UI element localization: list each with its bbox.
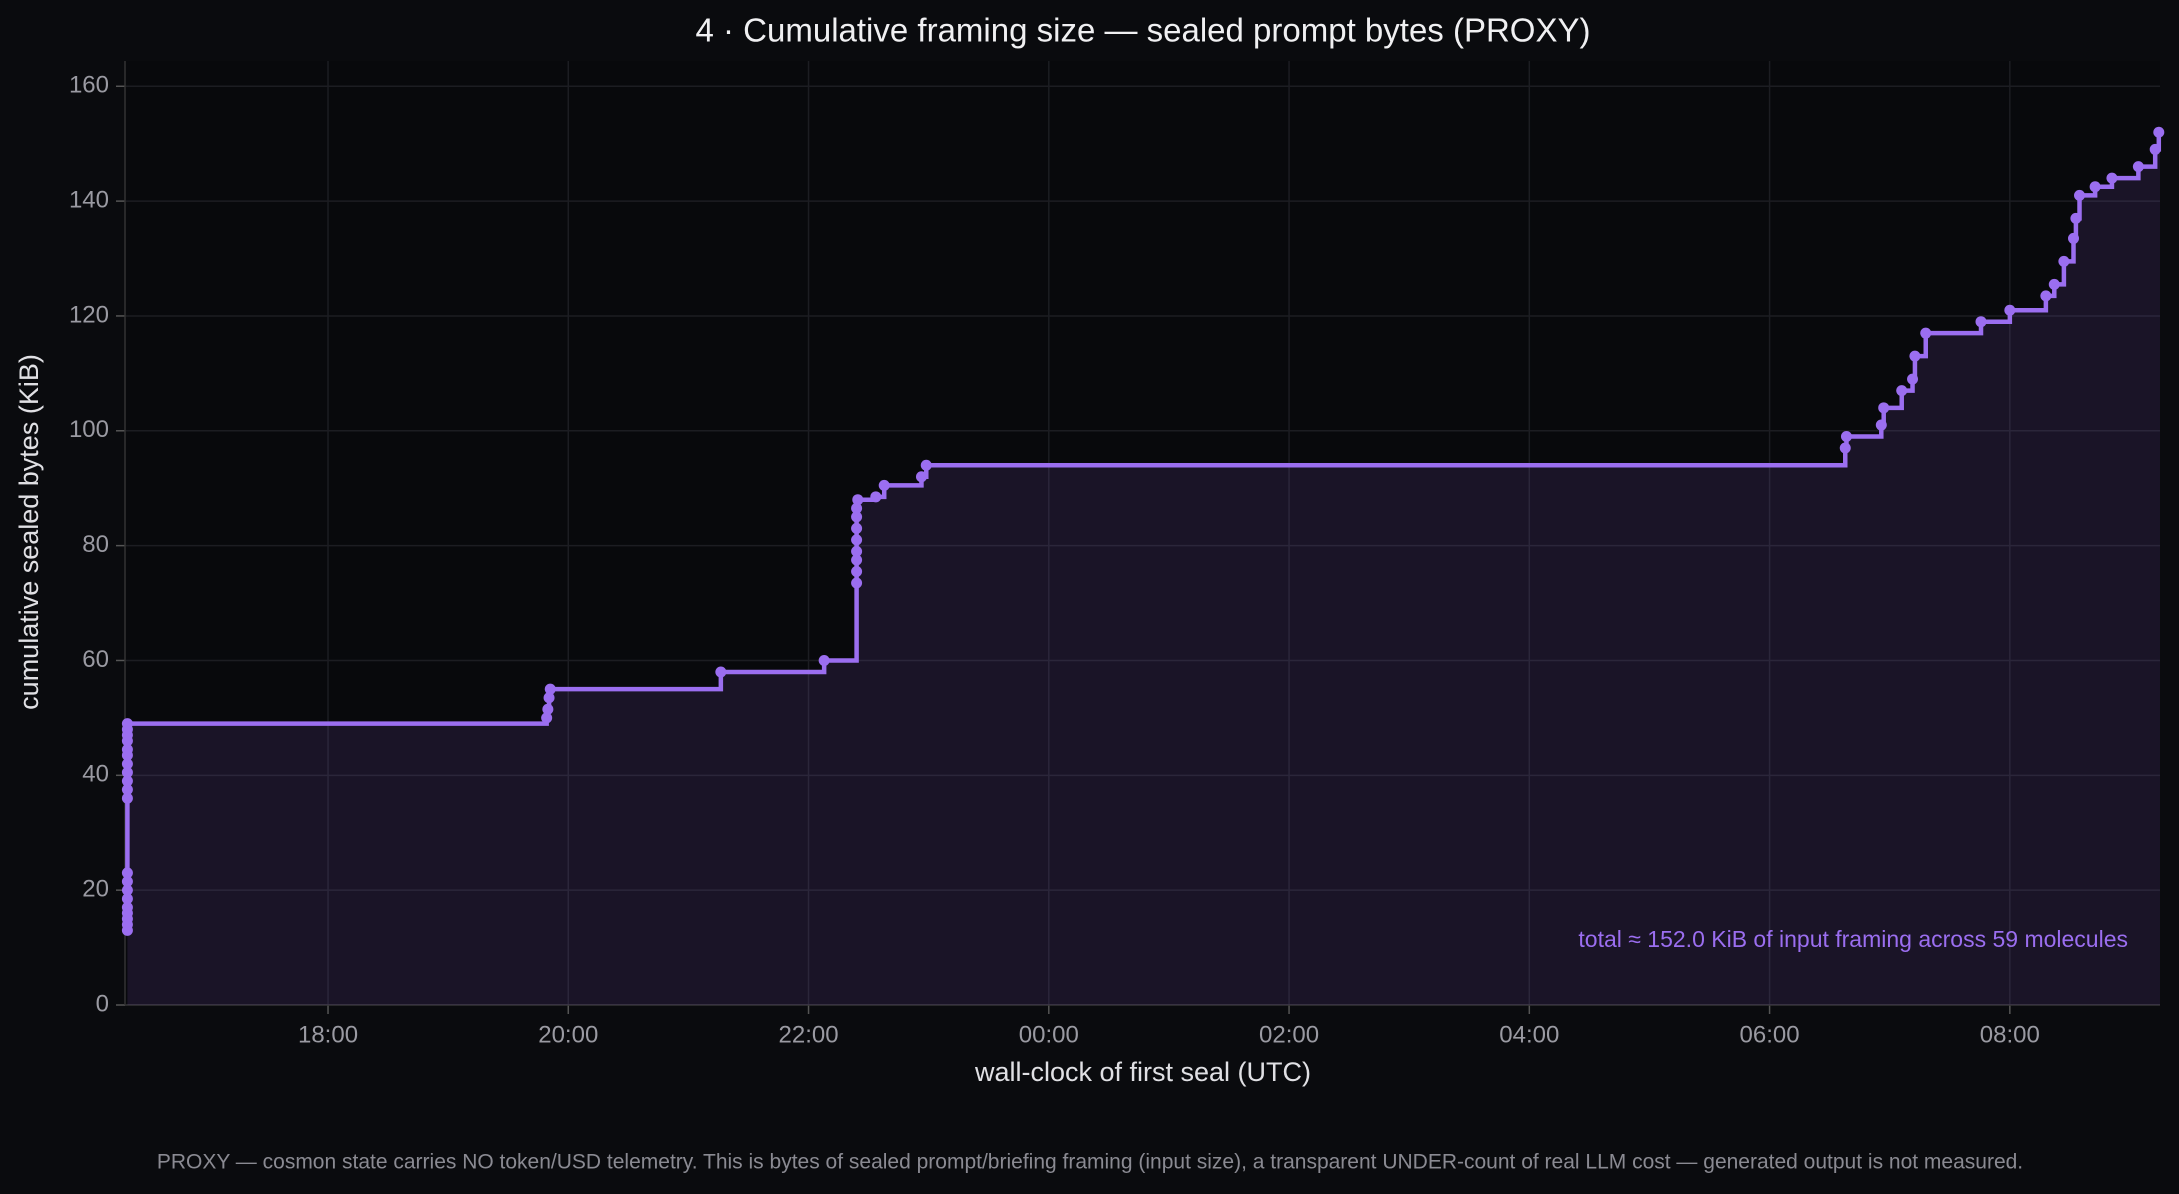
x-tick-label: 06:00 (1740, 1021, 1800, 1048)
point (2040, 290, 2052, 302)
point (121, 743, 133, 755)
point (851, 522, 863, 534)
point (818, 654, 830, 666)
point (915, 471, 927, 483)
point (121, 784, 133, 796)
point (1875, 419, 1887, 431)
point (1975, 316, 1987, 328)
point (2068, 232, 2080, 244)
y-tick-label: 140 (69, 186, 109, 213)
point (851, 554, 863, 566)
point (851, 565, 863, 577)
point (543, 692, 555, 704)
point (851, 545, 863, 557)
x-tick-label: 04:00 (1499, 1021, 1559, 1048)
y-tick-label: 60 (82, 646, 109, 673)
point (715, 666, 727, 678)
point (121, 758, 133, 770)
point (121, 867, 133, 879)
point (878, 479, 890, 491)
point (121, 901, 133, 913)
x-tick-label: 20:00 (538, 1021, 598, 1048)
point (1840, 431, 1852, 443)
annotation: total ≈ 152.0 KiB of input framing acros… (1578, 926, 2128, 952)
y-tick-label: 160 (69, 72, 109, 99)
point (121, 766, 133, 778)
point (2070, 212, 2082, 224)
point (920, 459, 932, 471)
point (1907, 373, 1919, 385)
x-tick-label: 18:00 (298, 1021, 358, 1048)
point (541, 712, 553, 724)
x-axis-label: wall-clock of first seal (UTC) (974, 1057, 1311, 1087)
point (851, 502, 863, 514)
point (2106, 172, 2118, 184)
point (851, 534, 863, 546)
y-tick-label: 20 (82, 876, 109, 903)
point (2089, 181, 2101, 193)
footnote: PROXY — cosmon state carries NO token/US… (157, 1151, 2023, 1174)
y-tick-label: 120 (69, 301, 109, 328)
point (121, 884, 133, 896)
chart-title: 4 · Cumulative framing size — sealed pro… (696, 12, 1591, 49)
y-tick-label: 100 (69, 416, 109, 443)
point (1896, 385, 1908, 397)
y-axis-label: cumulative sealed bytes (KiB) (14, 354, 44, 710)
point (852, 494, 864, 506)
point (1878, 402, 1890, 414)
point (2149, 143, 2161, 155)
x-tick-label: 02:00 (1259, 1021, 1319, 1048)
point (2132, 161, 2144, 173)
point (2058, 255, 2070, 267)
point (1920, 327, 1932, 339)
point (544, 683, 556, 695)
y-tick-label: 80 (82, 531, 109, 558)
point (851, 577, 863, 589)
point (121, 775, 133, 787)
point (121, 718, 133, 730)
point (542, 703, 554, 715)
point (121, 893, 133, 905)
y-tick-label: 0 (96, 990, 109, 1017)
point (2004, 304, 2016, 316)
point (2048, 278, 2060, 290)
point (851, 511, 863, 523)
point (121, 792, 133, 804)
x-tick-label: 08:00 (1980, 1021, 2040, 1048)
x-tick-label: 22:00 (779, 1021, 839, 1048)
point (1839, 442, 1851, 454)
point (2153, 126, 2165, 138)
area (127, 132, 2161, 1005)
x-tick-label: 00:00 (1019, 1021, 1079, 1048)
point (2074, 189, 2086, 201)
y-tick-label: 40 (82, 761, 109, 788)
plot-area (125, 61, 2160, 1005)
point (121, 876, 133, 888)
point (870, 491, 882, 503)
point (1909, 350, 1921, 362)
